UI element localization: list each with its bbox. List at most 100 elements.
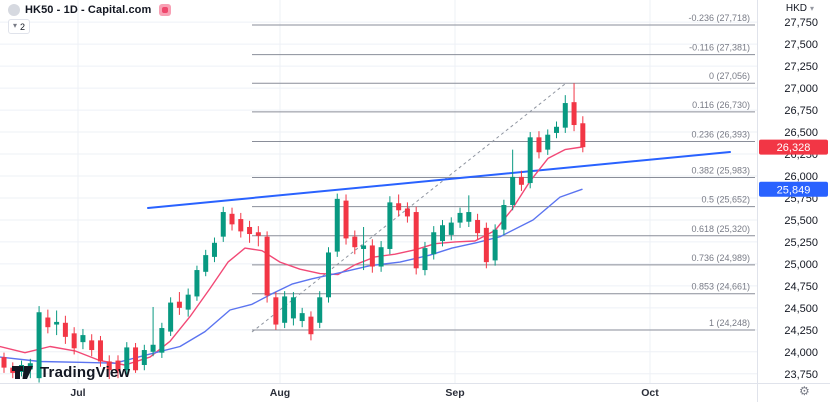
candle[interactable] xyxy=(124,347,130,371)
candle[interactable] xyxy=(247,226,253,235)
price-tick-label: 24,500 xyxy=(784,303,818,315)
candle[interactable] xyxy=(264,236,270,296)
candle[interactable] xyxy=(308,316,314,335)
candle[interactable] xyxy=(580,123,586,148)
candle[interactable] xyxy=(80,335,86,343)
candle[interactable] xyxy=(440,225,445,242)
candle[interactable] xyxy=(527,137,533,184)
candle[interactable] xyxy=(150,344,156,352)
candle[interactable] xyxy=(325,252,331,298)
candle[interactable] xyxy=(290,297,296,319)
candle[interactable] xyxy=(133,347,139,371)
candle[interactable] xyxy=(545,134,551,150)
settings-gear-icon[interactable]: ⚙ xyxy=(799,384,810,398)
candle[interactable] xyxy=(492,229,498,261)
ma-value-badge-text: 25,849 xyxy=(777,184,811,196)
symbol-logo-icon xyxy=(8,4,20,16)
price-tick-label: 27,750 xyxy=(784,17,818,29)
candle[interactable] xyxy=(220,212,226,237)
slow-ma-line[interactable] xyxy=(0,188,583,364)
candle[interactable] xyxy=(194,270,200,297)
candle[interactable] xyxy=(71,333,77,349)
last-price-badge-text: 26,328 xyxy=(777,142,811,154)
symbol-legend-row[interactable]: HK50 - 1D - Capital.com xyxy=(8,4,172,16)
price-tick-label: 26,000 xyxy=(784,171,818,183)
candle[interactable] xyxy=(203,255,209,272)
candle[interactable] xyxy=(282,296,288,323)
candle[interactable] xyxy=(413,212,419,269)
candle[interactable] xyxy=(159,328,165,353)
trendline[interactable] xyxy=(147,151,731,210)
candle[interactable] xyxy=(185,294,191,310)
chevron-down-icon: ▾ xyxy=(13,20,18,30)
candle[interactable] xyxy=(483,227,489,263)
candle[interactable] xyxy=(334,198,340,252)
fib-level-label: 0.116 (26,730) xyxy=(692,100,750,110)
fib-level-label: 0.853 (24,661) xyxy=(691,282,750,292)
tradingview-logo[interactable]: TradingView xyxy=(12,364,130,381)
candle[interactable] xyxy=(97,340,103,362)
candle[interactable] xyxy=(106,361,112,371)
time-axis[interactable] xyxy=(0,384,830,402)
fast-ma-line[interactable] xyxy=(0,146,583,366)
candle[interactable] xyxy=(554,126,560,133)
symbol-title[interactable]: HK50 - 1D - Capital.com xyxy=(25,4,152,16)
candle[interactable] xyxy=(299,313,305,322)
currency-label[interactable]: HKD ▾ xyxy=(786,3,814,14)
candle[interactable] xyxy=(562,103,568,128)
candle[interactable] xyxy=(273,297,279,325)
candle[interactable] xyxy=(457,212,463,223)
price-axis[interactable] xyxy=(758,0,830,383)
time-tick-label: Aug xyxy=(270,387,290,399)
tradingview-logo-text: TradingView xyxy=(40,364,131,381)
fib-level-label: 0.5 (25,652) xyxy=(701,195,750,205)
candle[interactable] xyxy=(89,340,95,351)
object-count: 2 xyxy=(20,21,26,32)
candle[interactable] xyxy=(36,312,42,379)
candle[interactable] xyxy=(168,302,174,332)
candle[interactable] xyxy=(501,205,507,230)
candle[interactable] xyxy=(475,219,481,234)
candle[interactable] xyxy=(141,350,147,365)
candle[interactable] xyxy=(378,247,384,267)
candle[interactable] xyxy=(387,202,393,249)
candle[interactable] xyxy=(571,102,577,126)
candle[interactable] xyxy=(255,232,261,236)
candle[interactable] xyxy=(404,208,410,217)
candle[interactable] xyxy=(115,360,121,372)
object-tree-chip[interactable]: ▾ 2 xyxy=(8,19,31,34)
candle[interactable] xyxy=(518,176,524,185)
candle[interactable] xyxy=(343,200,349,239)
candle[interactable] xyxy=(62,322,68,337)
price-tick-label: 25,250 xyxy=(784,237,818,249)
candle[interactable] xyxy=(361,245,367,249)
candle[interactable] xyxy=(369,245,375,267)
price-tick-label: 27,250 xyxy=(784,61,818,73)
candle[interactable] xyxy=(431,232,437,255)
fib-level-label: 0.618 (25,320) xyxy=(691,224,750,234)
candle[interactable] xyxy=(211,242,217,257)
ma-value-badge xyxy=(759,181,828,197)
candle[interactable] xyxy=(466,212,472,222)
candle[interactable] xyxy=(448,222,454,235)
currency-text: HKD xyxy=(785,3,807,14)
candle[interactable] xyxy=(54,321,60,325)
market-status-icon[interactable] xyxy=(159,4,172,16)
candle[interactable] xyxy=(396,203,402,211)
candle[interactable] xyxy=(176,301,182,308)
candle[interactable] xyxy=(317,297,323,323)
candle[interactable] xyxy=(422,248,428,271)
candle[interactable] xyxy=(238,219,244,232)
candle[interactable] xyxy=(45,317,51,328)
candle[interactable] xyxy=(1,357,7,368)
candle[interactable] xyxy=(352,236,358,248)
fib-level-label: -0.236 (27,718) xyxy=(688,13,750,23)
candle[interactable] xyxy=(510,176,516,206)
time-tick-label: Sep xyxy=(445,387,464,399)
candle[interactable] xyxy=(229,213,235,225)
fib-trend-dashed-line[interactable] xyxy=(251,82,567,333)
candle[interactable] xyxy=(536,137,542,153)
